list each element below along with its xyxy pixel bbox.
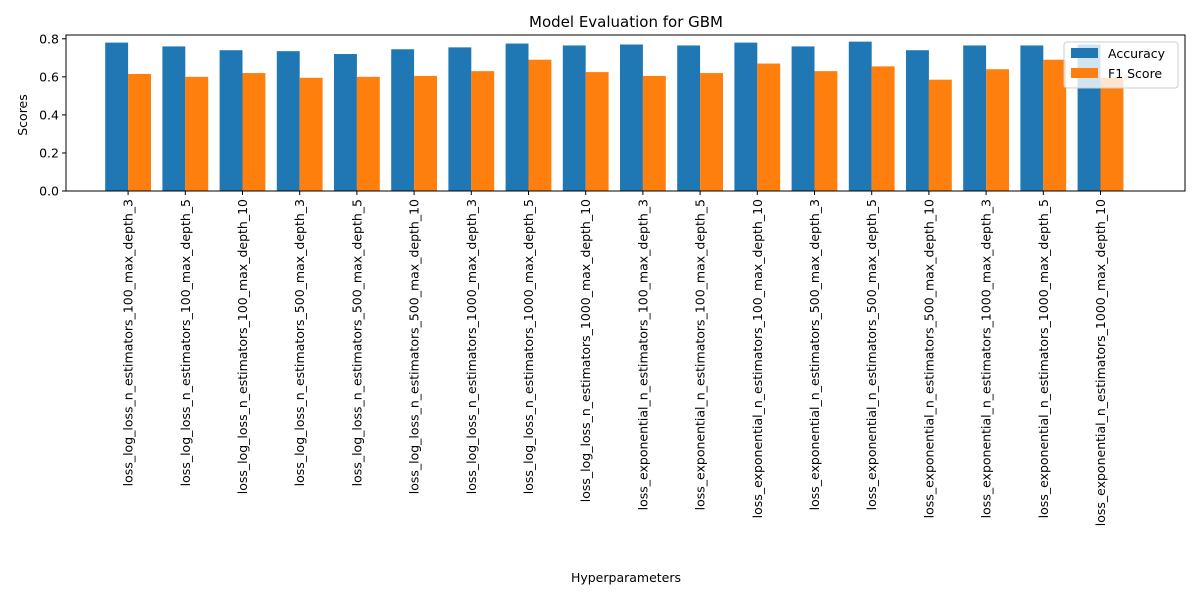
accuracy-bar — [505, 43, 529, 191]
y-tick-label: 0.4 — [39, 107, 59, 122]
y-axis: 0.0 0.2 0.4 0.6 0.8 — [39, 31, 66, 199]
accuracy-bar — [791, 46, 815, 191]
f1-score-bar — [700, 73, 723, 191]
f1-score-bar — [528, 59, 552, 192]
accuracy-bar — [219, 50, 243, 191]
legend-swatch — [1071, 48, 1098, 58]
legend: Accuracy F1 Score — [1063, 41, 1179, 89]
f1-score-bar — [814, 71, 838, 191]
accuracy-bar — [391, 49, 415, 191]
accuracy-bar — [620, 44, 643, 192]
plot-frame — [65, 34, 1186, 192]
x-tick-label: loss_log_loss_n_estimators_1000_max_dept… — [578, 199, 593, 502]
x-tick-label: loss_log_loss_n_estimators_100_max_depth… — [178, 199, 193, 486]
legend-label: F1 Score — [1108, 66, 1162, 81]
accuracy-bar — [906, 50, 929, 191]
f1-score-bar — [757, 63, 781, 191]
x-tick-label: loss_exponential_n_estimators_500_max_de… — [864, 199, 879, 510]
f1-score-bar — [585, 72, 609, 191]
accuracy-bar — [162, 46, 186, 191]
accuracy-bar — [562, 45, 586, 192]
y-tick-label: 0.6 — [39, 69, 59, 84]
accuracy-bar — [963, 45, 987, 192]
x-axis-label: Hyperparameters — [571, 570, 681, 585]
accuracy-bar — [448, 47, 472, 192]
accuracy-bar — [1020, 45, 1044, 192]
x-tick-label: loss_log_loss_n_estimators_100_max_depth… — [235, 199, 250, 494]
f1-score-bar — [356, 76, 380, 191]
x-tick-label: loss_exponential_n_estimators_100_max_de… — [750, 199, 765, 518]
x-tick-label: loss_exponential_n_estimators_500_max_de… — [807, 199, 822, 510]
y-tick-label: 0.2 — [39, 145, 59, 160]
f1-score-bar — [185, 76, 209, 191]
f1-score-bar — [1100, 77, 1124, 191]
f1-score-bar — [242, 73, 266, 191]
x-tick-label: loss_exponential_n_estimators_1000_max_d… — [1093, 199, 1108, 526]
f1-score-bar — [414, 75, 437, 191]
chart-title: Model Evaluation for GBM — [529, 13, 723, 31]
accuracy-bar — [734, 42, 758, 191]
accuracy-bar — [334, 54, 357, 192]
f1-score-bar — [471, 71, 495, 191]
x-tick-label: loss_log_loss_n_estimators_500_max_depth… — [407, 199, 422, 494]
x-tick-label: loss_log_loss_n_estimators_500_max_depth… — [349, 199, 364, 486]
f1-score-bar — [299, 77, 323, 191]
x-tick-label: loss_exponential_n_estimators_500_max_de… — [921, 199, 936, 518]
f1-score-bar — [642, 75, 666, 191]
y-tick-label: 0.0 — [39, 184, 59, 199]
x-tick-label: loss_log_loss_n_estimators_1000_max_dept… — [464, 199, 479, 494]
x-tick-label: loss_log_loss_n_estimators_100_max_depth… — [121, 199, 136, 486]
x-tick-label: loss_exponential_n_estimators_100_max_de… — [635, 199, 650, 510]
f1-score-bar — [1043, 59, 1067, 192]
y-tick-label: 0.8 — [39, 31, 59, 46]
x-tick-label: loss_log_loss_n_estimators_1000_max_dept… — [521, 199, 536, 494]
x-tick-label: loss_exponential_n_estimators_100_max_de… — [693, 199, 708, 510]
accuracy-bar — [848, 41, 872, 191]
legend-label: Accuracy — [1108, 46, 1166, 61]
accuracy-bar — [276, 51, 300, 191]
x-tick-label: loss_log_loss_n_estimators_500_max_depth… — [292, 199, 307, 486]
bars — [105, 41, 1124, 192]
f1-score-bar — [128, 74, 151, 191]
legend-swatch — [1071, 68, 1098, 78]
accuracy-bar — [105, 42, 129, 191]
x-axis: loss_log_loss_n_estimators_100_max_depth… — [121, 191, 1108, 526]
f1-score-bar — [986, 69, 1009, 191]
f1-score-bar — [928, 79, 952, 191]
f1-score-bar — [871, 66, 895, 191]
x-tick-label: loss_exponential_n_estimators_1000_max_d… — [979, 199, 994, 518]
y-axis-label: Scores — [15, 94, 30, 136]
x-tick-label: loss_exponential_n_estimators_1000_max_d… — [1036, 199, 1051, 518]
accuracy-bar — [677, 45, 701, 192]
